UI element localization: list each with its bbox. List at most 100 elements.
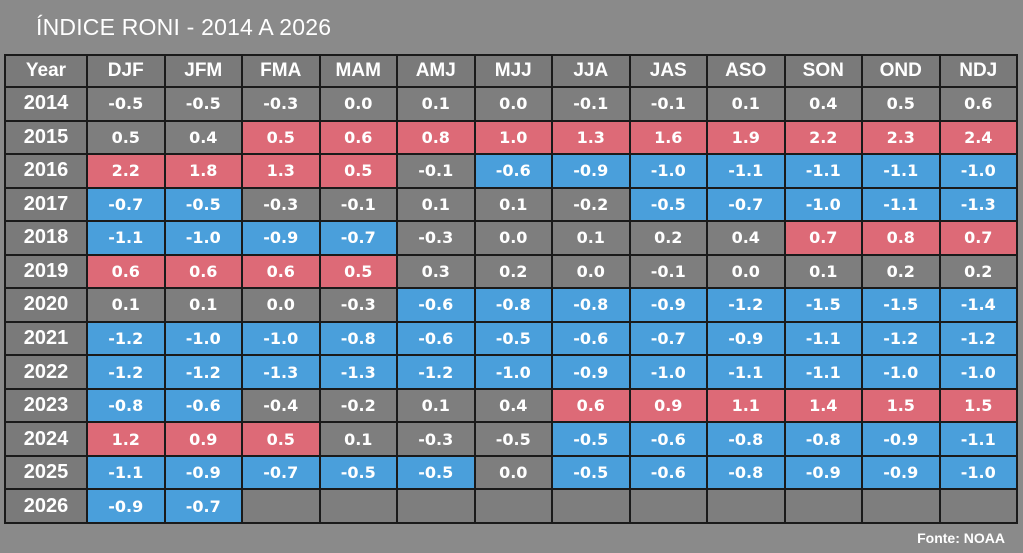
column-header-son: SON — [783, 54, 863, 88]
value-cell — [861, 488, 941, 524]
value-cell: -1.2 — [86, 320, 166, 357]
table-row: 2026 -0.9 -0.7 — [4, 488, 1018, 524]
value-cell: 1.0 — [473, 119, 553, 156]
value-cell: -1.1 — [783, 320, 863, 357]
value-cell: -0.6 — [396, 320, 476, 357]
value-cell — [473, 488, 553, 524]
value-cell: -0.3 — [396, 421, 476, 457]
column-header-ond: OND — [861, 54, 941, 88]
value-cell: -0.7 — [318, 220, 398, 256]
value-cell: -1.0 — [861, 354, 941, 390]
value-cell: 2.3 — [861, 119, 941, 156]
value-cell: -0.5 — [86, 86, 166, 122]
value-cell: -1.1 — [861, 153, 941, 189]
value-cell: 1.2 — [86, 421, 166, 457]
value-cell: 2.2 — [86, 153, 166, 189]
chart-title: ÍNDICE RONI - 2014 A 2026 — [36, 14, 332, 40]
value-cell: -0.7 — [241, 454, 321, 491]
table-row: 2014 -0.5 -0.5 -0.3 0.0 0.1 0.0 -0.1 -0.1 0.1 0.4 0… — [4, 86, 1018, 122]
column-header-fma: FMA — [241, 54, 321, 88]
row-year-label: 2026 — [4, 488, 88, 524]
value-cell: -0.8 — [551, 287, 631, 323]
value-cell: -1.2 — [861, 320, 941, 357]
table-row: 2017 -0.7 -0.5 -0.3 -0.1 0.1 0.1 -0.2 -0.5 -0.7 -1… — [4, 186, 1018, 223]
value-cell: -0.3 — [318, 287, 398, 323]
value-cell: 1.6 — [628, 119, 708, 156]
value-cell: -0.4 — [241, 387, 321, 424]
value-cell: -1.0 — [163, 220, 243, 256]
value-cell — [706, 488, 786, 524]
table-row: 2025 -1.1 -0.9 -0.7 -0.5 -0.5 0.0 -0.5 -0.6 -0.8-… — [4, 454, 1018, 491]
value-cell: 0.1 — [396, 186, 476, 223]
column-header-jas: JAS — [628, 54, 708, 88]
value-cell: 2.2 — [783, 119, 863, 156]
value-cell: -0.5 — [318, 454, 398, 491]
value-cell: -1.0 — [938, 354, 1018, 390]
value-cell: 1.5 — [861, 387, 941, 424]
value-cell: -0.1 — [396, 153, 476, 189]
value-cell — [783, 488, 863, 524]
value-cell: 0.0 — [473, 454, 553, 491]
value-cell: -1.1 — [783, 354, 863, 390]
column-header-jja: JJA — [551, 54, 631, 88]
value-cell: -1.0 — [473, 354, 553, 390]
value-cell: -1.3 — [241, 354, 321, 390]
table-row: 2016 2.2 1.8 1.3 0.5 -0.1 -0.6 -0.9 -1.0 -1.1 -1.1… — [4, 153, 1018, 189]
value-cell: -1.1 — [706, 153, 786, 189]
value-cell: 0.3 — [396, 253, 476, 290]
value-cell: -1.2 — [938, 320, 1018, 357]
value-cell: -1.1 — [783, 153, 863, 189]
value-cell: -0.6 — [163, 387, 243, 424]
value-cell: -0.5 — [163, 86, 243, 122]
value-cell: -0.5 — [396, 454, 476, 491]
row-year-label: 2015 — [4, 119, 88, 156]
value-cell: -0.1 — [551, 86, 631, 122]
value-cell: -1.3 — [318, 354, 398, 390]
value-cell: 1.1 — [706, 387, 786, 424]
value-cell: -1.1 — [86, 220, 166, 256]
value-cell: 0.8 — [861, 220, 941, 256]
table-row: 2021 -1.2 -1.0 -1.0 -0.8 -0.6 -0.5 -0.6 -0.7 -0.9… — [4, 320, 1018, 357]
value-cell: -0.5 — [551, 421, 631, 457]
value-cell: -0.8 — [706, 454, 786, 491]
value-cell: -1.4 — [938, 287, 1018, 323]
roni-table: Year DJF JFM FMA MAM AMJ MJJ JJA JAS ASO SON OND NDJ… — [4, 54, 1018, 524]
value-cell: 0.1 — [318, 421, 398, 457]
value-cell: 1.4 — [783, 387, 863, 424]
value-cell: -0.6 — [396, 287, 476, 323]
value-cell: -0.9 — [551, 153, 631, 189]
value-cell: -0.5 — [163, 186, 243, 223]
value-cell: 0.1 — [783, 253, 863, 290]
value-cell: 0.2 — [628, 220, 708, 256]
value-cell: -0.6 — [628, 454, 708, 491]
value-cell: 0.1 — [163, 287, 243, 323]
column-header-jfm: JFM — [163, 54, 243, 88]
value-cell: -1.1 — [938, 421, 1018, 457]
value-cell: 1.3 — [241, 153, 321, 189]
value-cell: -0.9 — [861, 454, 941, 491]
table-row: 2024 1.2 0.9 0.5 0.1 -0.3 -0.5 -0.5 -0.6 -0.8 -0.8… — [4, 421, 1018, 457]
value-cell: 0.0 — [241, 287, 321, 323]
value-cell: 0.7 — [783, 220, 863, 256]
value-cell: -1.0 — [241, 320, 321, 357]
table-row: 2018 -1.1 -1.0 -0.9 -0.7 -0.3 0.0 0.1 0.2 0.4 0.7 0… — [4, 220, 1018, 256]
row-year-label: 2023 — [4, 387, 88, 424]
value-cell: -1.1 — [86, 454, 166, 491]
table-row: 2015 0.5 0.4 0.5 0.6 0.8 1.0 1.3 1.6 1.9 2.2 2.3 2.4 — [4, 119, 1018, 156]
table-row: 2020 0.1 0.1 0.0 -0.3 -0.6 -0.8 -0.8 -0.9 -1.2 -1.… — [4, 287, 1018, 323]
value-cell: 0.1 — [706, 86, 786, 122]
value-cell: -0.9 — [241, 220, 321, 256]
row-year-label: 2025 — [4, 454, 88, 491]
value-cell: -1.2 — [163, 354, 243, 390]
value-cell: -0.9 — [861, 421, 941, 457]
value-cell: -0.8 — [706, 421, 786, 457]
value-cell: 0.9 — [163, 421, 243, 457]
table-body: 2014 -0.5 -0.5 -0.3 0.0 0.1 0.0 -0.1 -0.1 0.1 0.4 0… — [4, 86, 1018, 524]
value-cell: -0.9 — [86, 488, 166, 524]
value-cell: 0.4 — [706, 220, 786, 256]
value-cell: 1.8 — [163, 153, 243, 189]
value-cell: -0.5 — [473, 320, 553, 357]
table-header: Year DJF JFM FMA MAM AMJ MJJ JJA JAS ASO SON OND NDJ — [4, 54, 1018, 88]
value-cell: 0.5 — [241, 421, 321, 457]
value-cell: -1.5 — [861, 287, 941, 323]
